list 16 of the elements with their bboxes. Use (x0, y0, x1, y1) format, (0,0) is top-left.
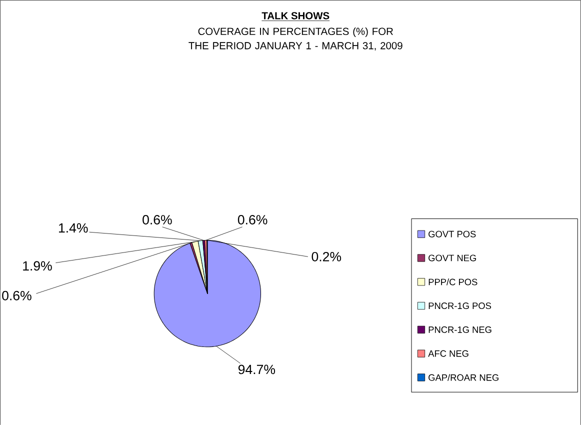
data-label: 1.9% (23, 261, 52, 271)
data-label: 1.4% (58, 223, 88, 233)
legend-label: AFC NEG (428, 350, 468, 357)
data-label: 0.6% (142, 214, 172, 224)
legend-label: GOVT POS (428, 230, 476, 238)
data-label: 0.6% (2, 290, 32, 300)
legend-label: GOVT NEG (428, 254, 476, 262)
legend-label: PPP/C POS (428, 278, 478, 286)
legend-label: PNCR-1G NEG (428, 326, 492, 333)
chart-subtitle: COVERAGE IN PERCENTAGES (%) FOR THE PERIOD JANUARY 1 - MARCH 31, 2009 (188, 27, 402, 50)
legend-label: PNCR-1G POS (428, 302, 492, 309)
legend-label: GAP/ROAR NEG (428, 374, 498, 381)
data-label: 0.2% (312, 252, 342, 262)
data-label: 0.6% (238, 214, 268, 224)
data-label: 94.7% (238, 364, 276, 374)
chart-title: TALK SHOWS (262, 12, 330, 20)
